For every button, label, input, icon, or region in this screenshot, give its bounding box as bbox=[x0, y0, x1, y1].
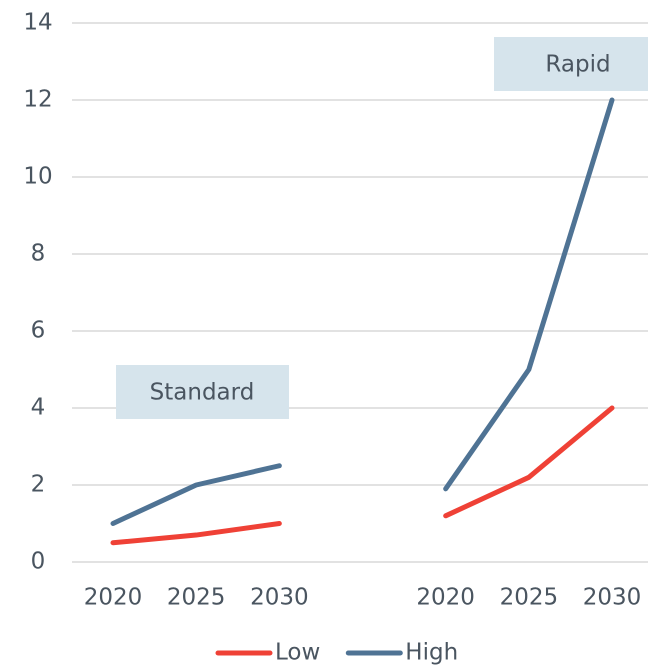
line-series bbox=[110, 97, 615, 526]
y-tick-label: 14 bbox=[23, 10, 52, 36]
y-tick-label: 6 bbox=[31, 318, 46, 344]
x-tick-label: 2025 bbox=[167, 585, 226, 611]
legend-label: Low bbox=[275, 640, 320, 665]
legend-label: High bbox=[405, 640, 458, 665]
line-series bbox=[110, 405, 615, 546]
x-tick-label: 2025 bbox=[500, 585, 559, 611]
x-tick-label: 2030 bbox=[250, 585, 309, 611]
x-tick-label: 2030 bbox=[583, 585, 642, 611]
annotation: Standard bbox=[150, 380, 255, 406]
annotation-box bbox=[494, 37, 648, 91]
y-tick-label: 2 bbox=[31, 472, 46, 498]
y-tick-label: 8 bbox=[31, 241, 46, 267]
x-tick-label: 2020 bbox=[416, 585, 475, 611]
y-tick-label: 0 bbox=[31, 549, 46, 575]
x-tick-label: 2020 bbox=[84, 585, 143, 611]
y-tick-label: 12 bbox=[23, 87, 52, 113]
y-tick-label: 4 bbox=[31, 395, 46, 421]
annotation-box bbox=[116, 365, 289, 419]
annotation: Rapid bbox=[545, 52, 610, 78]
y-tick-label: 10 bbox=[23, 164, 52, 190]
